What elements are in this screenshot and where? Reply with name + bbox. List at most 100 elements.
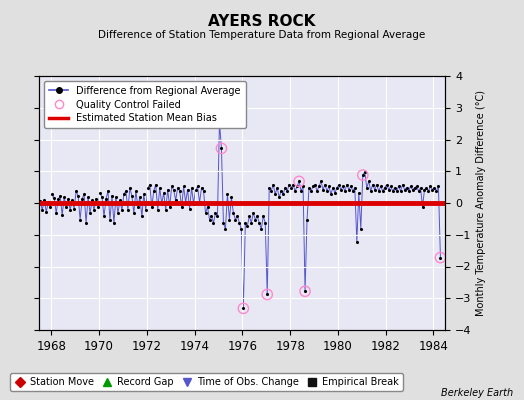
Point: [173, 184, 182, 191]
Point: [380, 184, 389, 191]
Point: [253, 213, 261, 220]
Point: [422, 184, 431, 191]
Point: [215, 119, 224, 125]
Point: [392, 188, 401, 194]
Point: [179, 183, 188, 190]
Point: [327, 191, 335, 197]
Point: [198, 184, 206, 191]
Point: [166, 204, 174, 210]
Point: [335, 181, 343, 188]
Point: [416, 184, 424, 191]
Point: [265, 184, 274, 191]
Point: [215, 119, 224, 125]
Point: [36, 198, 45, 205]
Point: [102, 196, 110, 202]
Point: [251, 216, 259, 223]
Point: [341, 188, 349, 194]
Point: [56, 193, 64, 199]
Point: [315, 183, 323, 190]
Point: [385, 186, 393, 193]
Point: [124, 207, 132, 213]
Point: [141, 207, 150, 213]
Point: [223, 191, 232, 197]
Point: [263, 291, 271, 298]
Point: [412, 183, 421, 190]
Point: [156, 184, 164, 191]
Point: [118, 207, 126, 213]
Point: [293, 183, 301, 190]
Point: [32, 197, 40, 203]
Point: [60, 194, 69, 200]
Point: [70, 206, 78, 212]
Point: [149, 188, 158, 194]
Point: [291, 188, 299, 194]
Point: [363, 184, 371, 191]
Point: [348, 188, 357, 194]
Point: [205, 216, 214, 223]
Point: [100, 213, 108, 220]
Point: [128, 193, 136, 199]
Point: [50, 195, 58, 201]
Point: [361, 169, 369, 175]
Point: [199, 188, 208, 194]
Point: [42, 209, 50, 215]
Point: [108, 193, 116, 199]
Point: [432, 188, 441, 194]
Point: [261, 220, 269, 226]
Point: [44, 198, 52, 205]
Point: [54, 196, 62, 202]
Point: [398, 181, 407, 188]
Point: [287, 184, 296, 191]
Point: [269, 181, 277, 188]
Point: [189, 200, 198, 207]
Text: Difference of Station Temperature Data from Regional Average: Difference of Station Temperature Data f…: [99, 30, 425, 40]
Point: [201, 210, 210, 216]
Point: [193, 183, 202, 190]
Point: [235, 220, 244, 226]
Point: [227, 194, 236, 200]
Point: [420, 186, 429, 193]
Point: [185, 206, 194, 212]
Point: [154, 207, 162, 213]
Point: [255, 220, 264, 226]
Point: [329, 184, 337, 191]
Point: [80, 191, 88, 197]
Point: [217, 145, 226, 152]
Point: [191, 186, 200, 193]
Point: [217, 145, 226, 152]
Point: [239, 305, 247, 312]
Point: [144, 184, 152, 191]
Point: [188, 184, 196, 191]
Point: [106, 216, 114, 223]
Legend: Difference from Regional Average, Quality Control Failed, Estimated Station Mean: Difference from Regional Average, Qualit…: [44, 81, 246, 128]
Point: [358, 172, 367, 178]
Point: [424, 188, 433, 194]
Point: [171, 197, 180, 204]
Point: [283, 188, 291, 194]
Point: [64, 195, 72, 202]
Point: [94, 204, 102, 210]
Point: [74, 193, 82, 199]
Point: [430, 184, 439, 191]
Point: [178, 204, 186, 210]
Point: [225, 216, 234, 223]
Point: [249, 210, 257, 216]
Point: [319, 186, 327, 193]
Point: [209, 220, 217, 226]
Point: [405, 188, 413, 194]
Point: [28, 204, 37, 210]
Point: [311, 181, 319, 188]
Point: [68, 197, 77, 204]
Point: [407, 183, 415, 190]
Point: [289, 181, 297, 188]
Point: [257, 226, 266, 232]
Point: [388, 188, 397, 194]
Point: [355, 190, 363, 196]
Point: [119, 191, 128, 197]
Point: [213, 213, 222, 220]
Point: [390, 184, 399, 191]
Point: [92, 196, 100, 202]
Point: [211, 210, 220, 216]
Point: [82, 220, 90, 226]
Point: [30, 194, 39, 200]
